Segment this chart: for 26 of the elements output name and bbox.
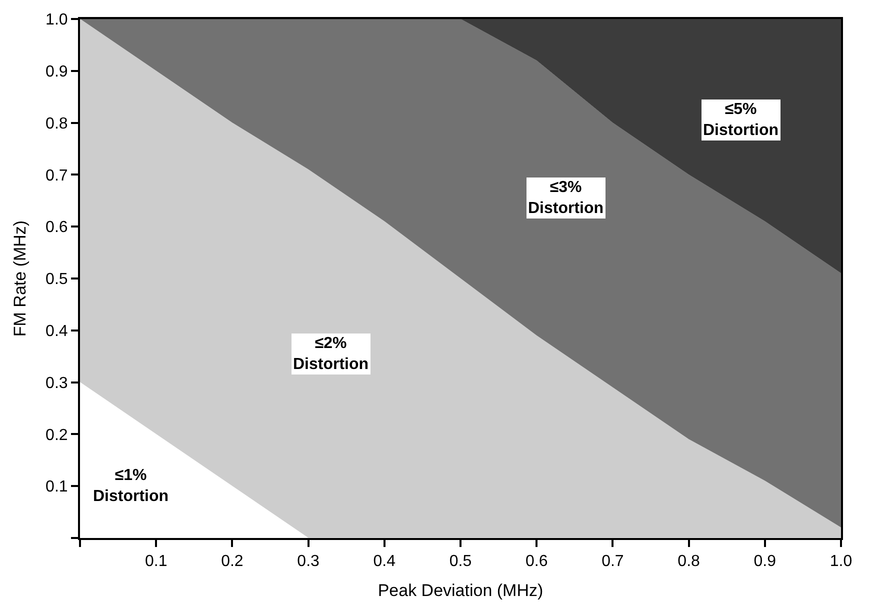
x-tick-label: 0.4 (373, 553, 396, 570)
x-tick-label: 0.7 (602, 553, 624, 570)
x-tick-label: 0.3 (297, 553, 320, 570)
x-tick-label: 0.2 (221, 553, 244, 570)
x-axis-title: Peak Deviation (MHz) (378, 581, 544, 600)
x-tick-label: 0.6 (525, 553, 548, 570)
x-tick-label: 0.8 (678, 553, 700, 570)
y-tick-label: 0.9 (46, 64, 68, 80)
y-tick-label: 0.3 (46, 374, 68, 392)
annotation: ≤1% Distortion (93, 467, 169, 505)
y-tick-label: 0.7 (46, 167, 68, 184)
y-tick-label: 0.4 (46, 323, 68, 340)
annotation: ≤3% Distortion (528, 179, 604, 217)
x-tick-label: 0.1 (144, 553, 168, 570)
y-axis-title: FM Rate (MHz) (10, 220, 30, 337)
y-tick-label: 0.1 (46, 478, 68, 496)
annotation: ≤2% Distortion (293, 335, 369, 373)
y-tick-label: 0.5 (46, 271, 68, 288)
y-tick-label: 0.6 (46, 219, 68, 236)
y-tick-label: 0.2 (46, 426, 68, 444)
x-tick-label: 1.0 (830, 553, 852, 570)
annotation: ≤5% Distortion (703, 101, 779, 139)
y-tick-label: 0.8 (46, 115, 68, 132)
y-tick-label: 1.0 (46, 12, 68, 29)
x-tick-label: 0.5 (449, 553, 472, 570)
x-tick-label: 0.9 (754, 553, 776, 570)
